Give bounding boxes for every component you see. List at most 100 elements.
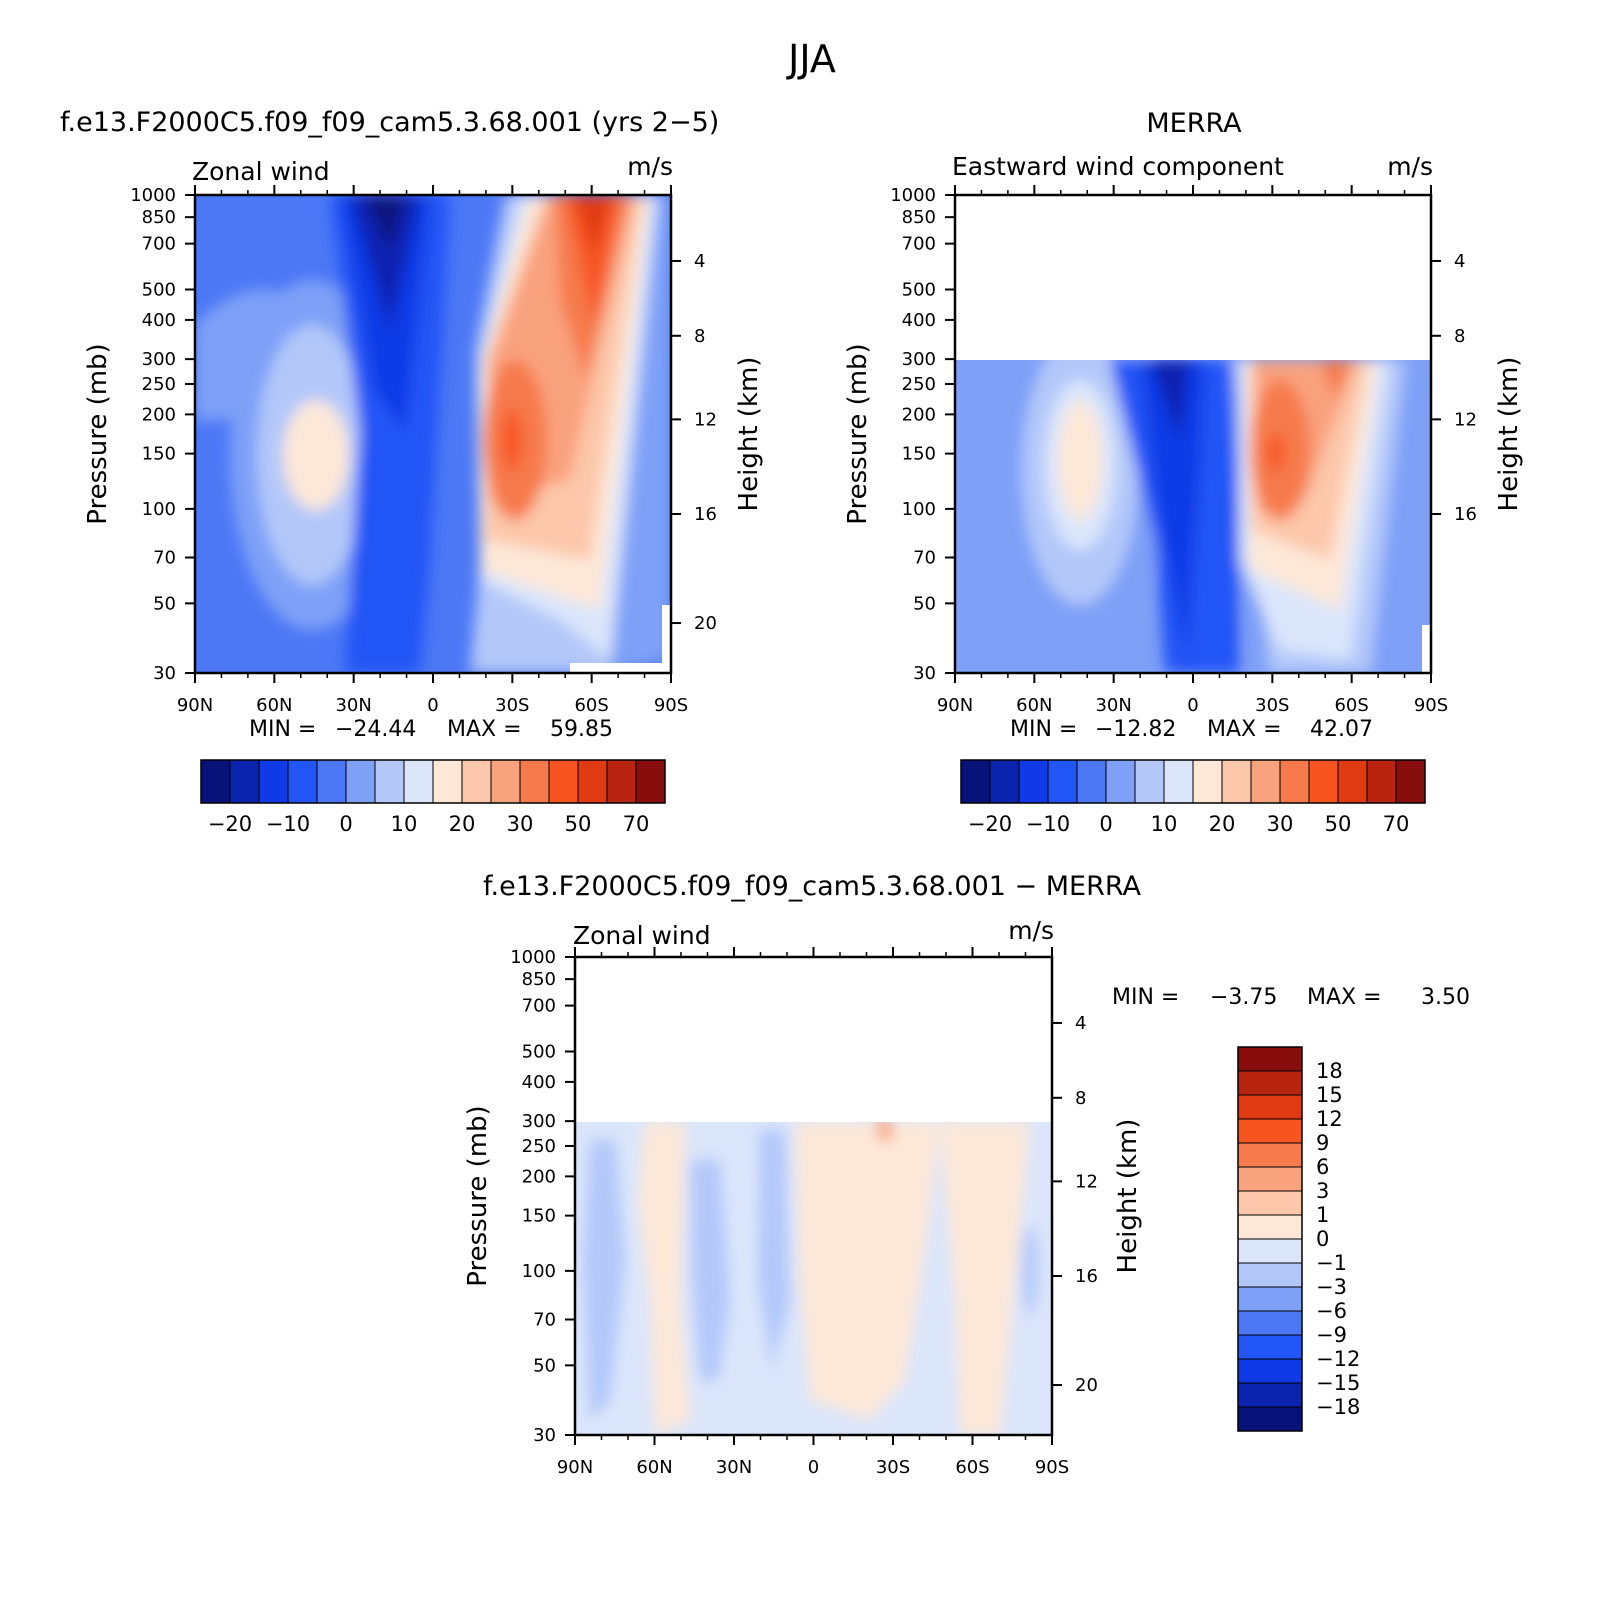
y-tick-label: 70	[533, 1309, 556, 1330]
colorbar-swatch	[1237, 1382, 1303, 1408]
y-tick-label: 500	[522, 1041, 556, 1062]
colorbar-label: 0	[339, 812, 352, 836]
y-tick-label: 50	[153, 593, 176, 614]
y-tick-label: 200	[902, 404, 936, 425]
y-tick-label: 1000	[890, 185, 936, 206]
colorbar-label: 3	[1316, 1179, 1329, 1203]
panel-model-ylabel: Pressure (mb)	[83, 343, 113, 524]
panel-model-max: 59.85	[550, 717, 613, 742]
y-tick-label: 30	[913, 663, 936, 684]
y-tick-label: 150	[902, 444, 936, 465]
colorbar-swatch	[229, 759, 260, 804]
y-tick-label: 100	[142, 499, 176, 520]
panel-model-ylabel-right: Height (km)	[734, 357, 764, 512]
x-tick-label: 60N	[256, 695, 292, 716]
panel-obs-max: 42.07	[1310, 717, 1373, 742]
panel-model-max-label: MAX =	[447, 717, 522, 742]
colorbar-label: 15	[1316, 1083, 1343, 1107]
panel-diff-ylabel-right: Height (km)	[1113, 1119, 1143, 1274]
colorbar-label: 20	[449, 812, 476, 836]
colorbar-swatch	[258, 759, 289, 804]
colorbar-swatch	[1237, 1262, 1303, 1288]
x-tick-label: 90N	[177, 695, 213, 716]
colorbar-swatch	[635, 759, 666, 804]
y-tick-label: 400	[142, 310, 176, 331]
colorbar-swatch	[1163, 759, 1194, 804]
y-tick-label: 300	[522, 1111, 556, 1132]
y-tick-label: 30	[533, 1425, 556, 1446]
panel-model-field-label: Zonal wind	[192, 157, 330, 186]
y-tick-label: 400	[902, 310, 936, 331]
x-tick-label: 60S	[955, 1457, 989, 1478]
x-tick-label: 90S	[1035, 1457, 1069, 1478]
colorbar-swatch	[548, 759, 579, 804]
x-tick-label: 30S	[1255, 695, 1289, 716]
colorbar-swatch	[1237, 1310, 1303, 1336]
colorbar-label: −18	[1316, 1395, 1360, 1419]
colorbar-swatch	[1237, 1214, 1303, 1240]
colorbar-frame	[1237, 1046, 1303, 1432]
panel-model-units: m/s	[627, 152, 673, 181]
colorbar-label: 30	[1267, 812, 1294, 836]
x-tick-label: 90N	[557, 1457, 593, 1478]
colorbar-swatch	[1366, 759, 1397, 804]
x-tick-label: 90S	[1414, 695, 1448, 716]
colorbar-swatch	[989, 759, 1020, 804]
colorbar-swatch	[960, 759, 991, 804]
panel-model-right-axis: 20 16 12 8 4	[671, 251, 717, 634]
panel-model: f.e13.F2000C5.f09_f09_cam5.3.68.001 (yrs…	[60, 107, 764, 836]
y-right-tick-label: 8	[1075, 1088, 1086, 1109]
colorbar-label: 1	[1316, 1203, 1329, 1227]
panel-model-min: −24.44	[335, 717, 416, 742]
panel-diff-field-label: Zonal wind	[573, 921, 711, 950]
colorbar-label: 30	[507, 812, 534, 836]
x-tick-label: 30S	[495, 695, 529, 716]
y-tick-label: 850	[142, 207, 176, 228]
panel-diff-min: −3.75	[1210, 985, 1277, 1010]
colorbar-swatch	[345, 759, 376, 804]
colorbar-label: −10	[266, 812, 310, 836]
y-tick-label: 1000	[510, 947, 556, 968]
panel-obs-min: −12.82	[1095, 717, 1176, 742]
colorbar-label: 0	[1099, 812, 1112, 836]
x-tick-label: 60N	[1016, 695, 1052, 716]
colorbar-swatch	[1047, 759, 1078, 804]
colorbar-label: 50	[565, 812, 592, 836]
y-right-tick-label: 16	[1454, 504, 1477, 525]
y-right-tick-label: 8	[694, 326, 705, 347]
panel-model-title: f.e13.F2000C5.f09_f09_cam5.3.68.001 (yrs…	[60, 107, 719, 138]
colorbar-swatch	[1018, 759, 1049, 804]
y-tick-label: 850	[902, 207, 936, 228]
colorbar-label: −9	[1316, 1323, 1347, 1347]
panel-diff-max: 3.50	[1421, 985, 1470, 1010]
colorbar-label: 20	[1209, 812, 1236, 836]
colorbar-swatch	[1237, 1166, 1303, 1192]
y-tick-label: 150	[522, 1206, 556, 1227]
colorbar-swatch	[1237, 1334, 1303, 1360]
panel-model-colorbar: −20 −10 0 10 20 30 50 70	[200, 759, 666, 836]
y-tick-label: 250	[522, 1136, 556, 1157]
colorbar-swatch	[1237, 1238, 1303, 1264]
colorbar-swatch	[519, 759, 550, 804]
y-tick-label: 500	[142, 279, 176, 300]
colorbar-swatch	[461, 759, 492, 804]
y-tick-label: 300	[142, 349, 176, 370]
panel-obs-contours	[955, 360, 1431, 673]
colorbar-label: 70	[623, 812, 650, 836]
colorbar-label: 12	[1316, 1107, 1343, 1131]
x-tick-label: 30N	[716, 1457, 752, 1478]
x-tick-label: 30N	[1095, 695, 1131, 716]
colorbar-swatch	[1237, 1358, 1303, 1384]
colorbar-label: 10	[1151, 812, 1178, 836]
colorbar-label: −20	[208, 812, 252, 836]
x-tick-label: 30N	[335, 695, 371, 716]
panel-model-min-label: MIN =	[249, 717, 316, 742]
colorbar-swatch	[577, 759, 608, 804]
colorbar-label: 0	[1316, 1227, 1329, 1251]
panel-obs: MERRA Eastward wind component m/s	[843, 108, 1524, 836]
